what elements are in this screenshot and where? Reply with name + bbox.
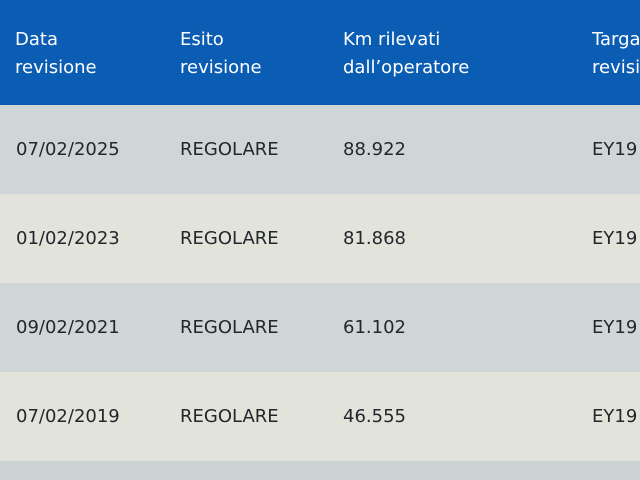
table-cell: 07/02/2019: [16, 406, 120, 427]
column-header: Km rilevati dall’operatore: [343, 26, 469, 82]
table-cell: 09/02/2021: [16, 317, 120, 338]
table-row: 01/02/2023 REGOLARE 81.868 EY19: [0, 194, 640, 283]
header-line: dall’operatore: [343, 57, 470, 78]
header-line: Targa: [592, 29, 640, 50]
header-line: Km rilevati: [343, 29, 441, 50]
table-cell: EY19: [592, 406, 638, 427]
table-header: Data revisione Esito revisione Km rilevati da…: [0, 0, 640, 105]
next-row-strip: [0, 461, 640, 480]
table-cell: 81.868: [343, 228, 406, 249]
table-row: 09/02/2021 REGOLARE 61.102 EY19: [0, 283, 640, 372]
table-cell: 01/02/2023: [16, 228, 120, 249]
table-cell: 46.555: [343, 406, 406, 427]
header-line: revisi: [592, 57, 640, 78]
column-header: Esito revisione: [180, 26, 262, 82]
table-cell: REGOLARE: [180, 406, 279, 427]
header-line: revisione: [15, 57, 97, 78]
table-row: 07/02/2019 REGOLARE 46.555 EY19: [0, 372, 640, 461]
table-cell: EY19: [592, 228, 638, 249]
table-cell: REGOLARE: [180, 139, 279, 160]
table-cell: REGOLARE: [180, 228, 279, 249]
table-cell: EY19: [592, 139, 638, 160]
header-line: Esito: [180, 29, 224, 50]
table-cell: 07/02/2025: [16, 139, 120, 160]
column-header: Targa revisi: [592, 26, 640, 82]
column-header: Data revisione: [15, 26, 97, 82]
table-cell: EY19: [592, 317, 638, 338]
table-cell: 61.102: [343, 317, 406, 338]
header-line: Data: [15, 29, 58, 50]
table-row: 07/02/2025 REGOLARE 88.922 EY19: [0, 105, 640, 194]
table-cell: REGOLARE: [180, 317, 279, 338]
table-cell: 88.922: [343, 139, 406, 160]
header-line: revisione: [180, 57, 262, 78]
